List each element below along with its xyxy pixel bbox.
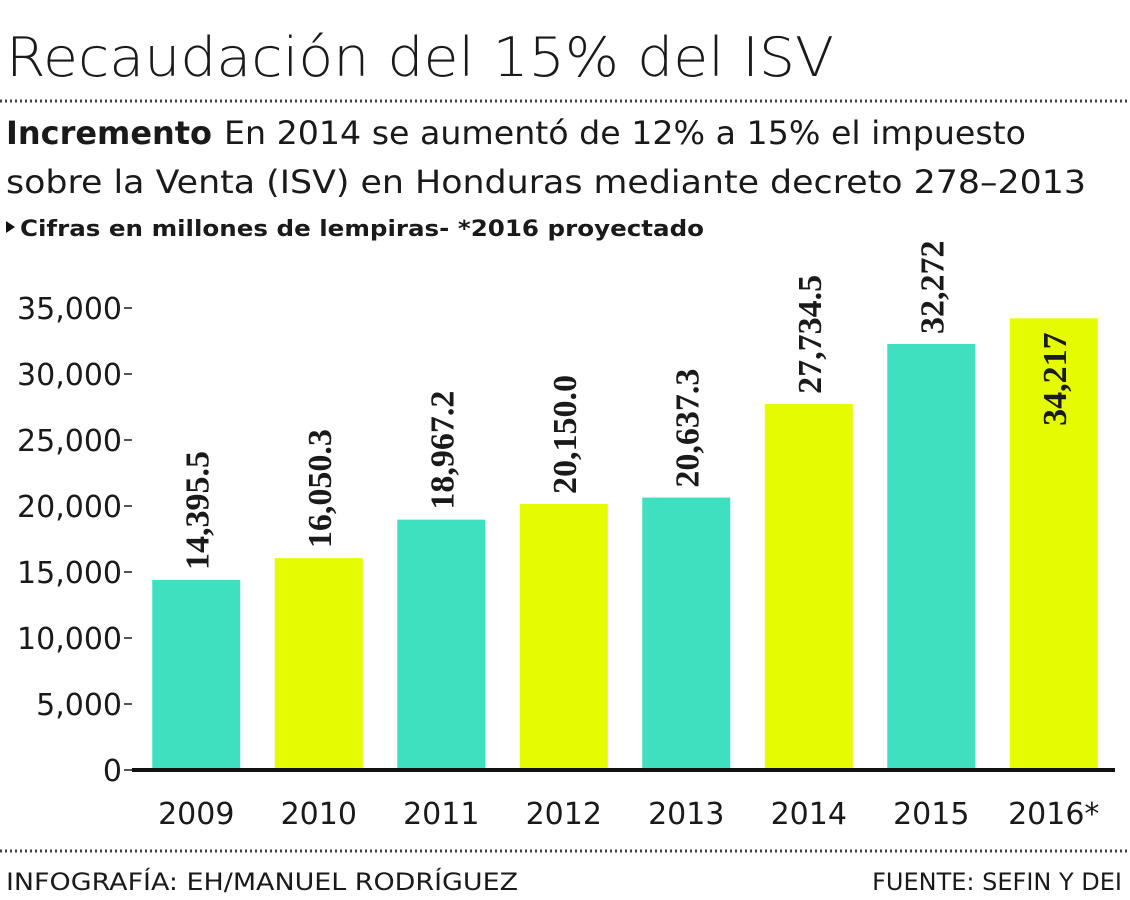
bar <box>887 344 976 770</box>
value-label: 27,734.5 <box>792 275 829 394</box>
value-label: 14,395.5 <box>179 451 216 570</box>
x-tick-label: 2015 <box>893 797 969 832</box>
y-tick-label: 10,000 <box>17 622 122 657</box>
note-marker <box>6 221 15 233</box>
x-tick-label: 2010 <box>281 797 357 832</box>
value-label: 20,637.3 <box>669 369 706 488</box>
y-tick-label: 35,000 <box>17 292 122 327</box>
value-label: 18,967.2 <box>424 391 461 510</box>
note: Cifras en millones de lempiras- *2016 pr… <box>20 217 704 242</box>
credit: INFOGRAFÍA: EH/MANUEL RODRÍGUEZ <box>6 867 518 896</box>
value-label: 20,150.0 <box>547 375 584 494</box>
subtitle: sobre la Venta (ISV) en Honduras mediant… <box>6 163 1086 201</box>
x-tick-label: 2014 <box>771 797 847 832</box>
bar <box>274 558 363 770</box>
chart-title: Recaudación del 15% del ISV <box>6 26 834 89</box>
x-tick-label: 2011 <box>403 797 479 832</box>
bar <box>642 497 731 770</box>
y-tick-label: 25,000 <box>17 424 122 459</box>
y-tick-label: 15,000 <box>17 556 122 591</box>
subtitle: En 2014 se aumentó de 12% a 15% el impue… <box>224 114 1026 152</box>
y-tick-label: 20,000 <box>17 490 122 525</box>
value-label: 34,217 <box>1037 332 1074 426</box>
x-tick-label: 2012 <box>526 797 602 832</box>
bar <box>764 403 853 770</box>
y-tick-label: 30,000 <box>17 358 122 393</box>
source: FUENTE: SEFIN Y DEI <box>872 868 1122 896</box>
bar <box>397 519 486 770</box>
x-tick-label: 2013 <box>648 797 724 832</box>
value-label: 16,050.3 <box>302 429 339 548</box>
y-tick-label: 0 <box>103 754 122 789</box>
x-tick-label: 2016* <box>1008 797 1099 832</box>
y-tick-label: 5,000 <box>36 688 122 723</box>
x-tick-label: 2009 <box>158 797 234 832</box>
bar <box>519 504 608 770</box>
bar <box>152 579 241 770</box>
value-label: 32,272 <box>914 241 951 335</box>
subtitle-lead: Incremento <box>6 114 212 152</box>
bar <box>1009 318 1098 770</box>
